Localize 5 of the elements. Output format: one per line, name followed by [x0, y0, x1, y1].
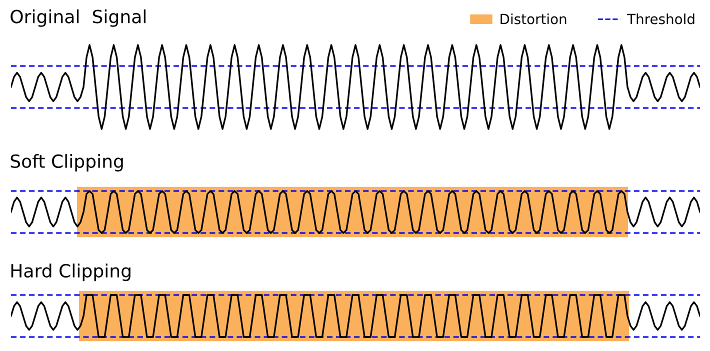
- text: Distortion: [500, 14, 566, 24]
- chart-title: Hard Clipping: [11, 264, 130, 282]
- chart-title: Soft Clipping: [10, 154, 123, 172]
- chart-title: Original Signal: [10, 9, 146, 27]
- legend-label: Threshold: [627, 14, 694, 24]
